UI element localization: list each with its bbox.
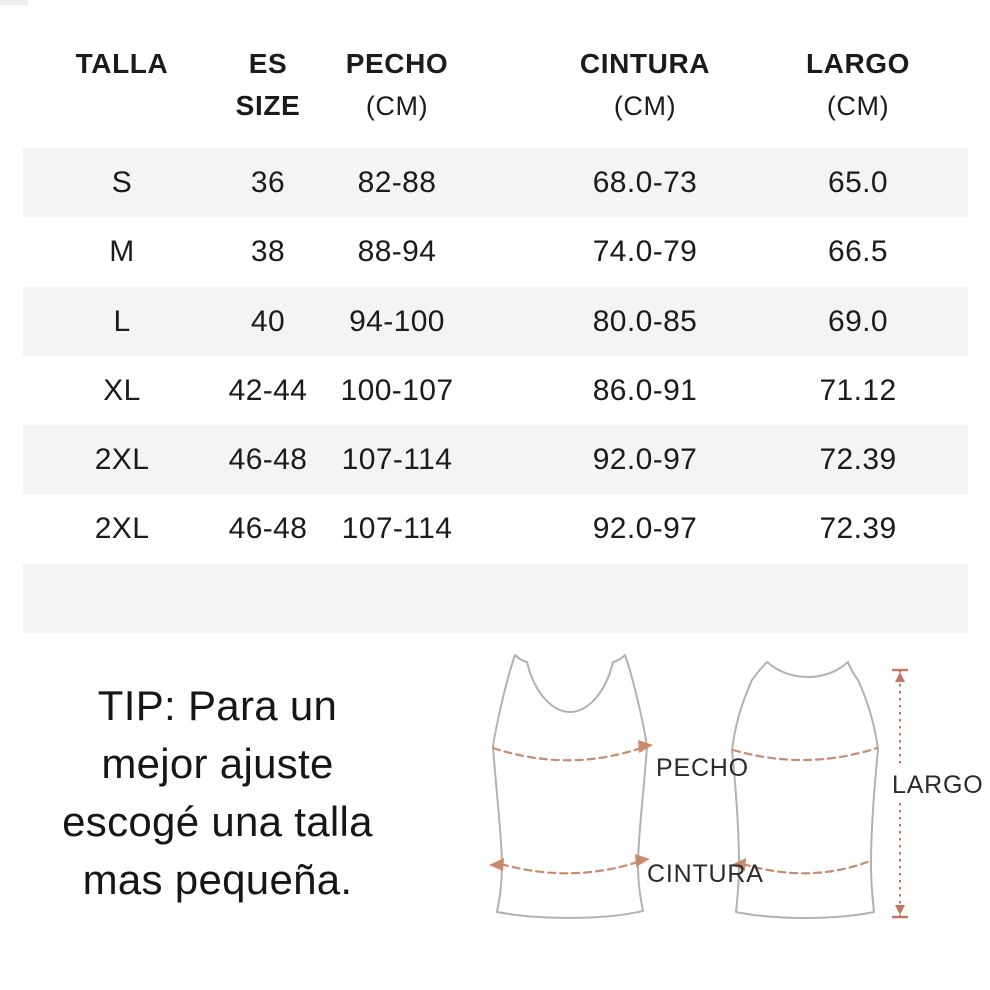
- cell-cintura: 86.0-91: [592, 373, 698, 407]
- cell-cintura: 74.0-79: [592, 235, 698, 269]
- cell-es-size: 42-44: [228, 373, 308, 407]
- column-header-pecho: PECHO (CM): [307, 34, 487, 148]
- cell-es-size: 38: [250, 235, 286, 269]
- cell-largo: 66.5: [828, 235, 888, 269]
- cell-largo: 69.0: [828, 304, 888, 338]
- column-header-es-size: ES SIZE: [198, 34, 338, 148]
- chest-measure-line-back: [731, 746, 879, 762]
- chest-arrow-icon: [638, 740, 653, 753]
- cell-es-size: 46-48: [228, 443, 308, 477]
- waist-measure-line-back: [741, 859, 872, 875]
- length-label: LARGO: [892, 771, 984, 799]
- tip-line: escogé una talla: [62, 798, 373, 845]
- chest-label: PECHO: [656, 754, 749, 782]
- cell-talla: S: [111, 166, 133, 199]
- table-row-2xl: 2XL 46-48 107-114 92.0-97 72.39: [23, 425, 968, 495]
- header-line: [42, 84, 202, 128]
- waist-arrow-icon: [731, 858, 746, 871]
- cell-es-size: 36: [250, 166, 286, 199]
- column-header-talla: TALLA: [42, 34, 202, 148]
- cell-largo: 65.0: [828, 166, 888, 199]
- cell-talla: XL: [103, 373, 141, 407]
- tank-front-illustration: [492, 654, 648, 919]
- header-line: (CM): [365, 91, 429, 121]
- header-line: ES: [248, 48, 288, 79]
- header-line: SIZE: [235, 90, 301, 121]
- cell-es-size: 46-48: [228, 512, 308, 546]
- cell-cintura: 68.0-73: [592, 166, 698, 199]
- size-table-body: S 36 82-88 68.0-73 65.0 M 38 88-94 74.0-…: [23, 148, 968, 634]
- cell-pecho: 107-114: [341, 443, 453, 477]
- table-row-l: L 40 94-100 80.0-85 69.0: [23, 286, 968, 356]
- measurement-diagram: PECHO CINTURA LARGO: [489, 654, 984, 919]
- header-line: LARGO: [805, 48, 911, 79]
- cell-cintura: 92.0-97: [592, 443, 698, 477]
- length-label-background: [886, 768, 972, 802]
- cell-talla: 2XL: [94, 512, 150, 546]
- table-row-s: S 36 82-88 68.0-73 65.0: [23, 148, 968, 218]
- cell-cintura: 92.0-97: [592, 512, 698, 546]
- cell-talla: M: [109, 235, 135, 269]
- header-line: TALLA: [75, 48, 169, 79]
- header-line: PECHO: [345, 48, 449, 79]
- table-row-xl: XL 42-44 100-107 86.0-91 71.12: [23, 356, 968, 425]
- cell-talla: 2XL: [94, 443, 150, 477]
- tip-text: TIP: Para un mejor ajuste escogé una tal…: [20, 677, 415, 909]
- waist-arrow-icon: [489, 858, 504, 871]
- tip-line: mejor ajuste: [101, 740, 334, 787]
- cell-pecho: 82-88: [357, 166, 437, 199]
- header-line: (CM): [613, 91, 677, 121]
- cell-es-size: 40: [250, 304, 286, 338]
- header-line: CINTURA: [579, 48, 711, 79]
- top-edge-artifact: [0, 0, 28, 5]
- length-arrow-icon: [895, 905, 905, 915]
- cell-largo: 72.39: [819, 443, 897, 477]
- header-line: (CM): [826, 91, 890, 121]
- cell-pecho: 88-94: [357, 235, 437, 269]
- length-arrow-icon: [895, 672, 905, 682]
- column-header-largo: LARGO (CM): [758, 34, 958, 148]
- table-row-empty: [23, 563, 968, 634]
- cell-largo: 72.39: [819, 512, 897, 546]
- cell-pecho: 100-107: [340, 373, 454, 407]
- cell-talla: L: [113, 304, 131, 338]
- tip-line: TIP: Para un: [97, 682, 338, 729]
- cell-largo: 71.12: [819, 373, 897, 407]
- waist-measure-line-front: [499, 859, 643, 875]
- waist-arrow-icon: [635, 854, 650, 867]
- cell-cintura: 80.0-85: [592, 304, 698, 338]
- tip-line: mas pequeña.: [82, 856, 353, 903]
- cell-pecho: 94-100: [349, 304, 445, 338]
- column-header-cintura: CINTURA (CM): [535, 34, 755, 148]
- table-row-m: M 38 88-94 74.0-79 66.5: [23, 217, 968, 286]
- size-table-header: TALLA ES SIZE PECHO (CM) CINTURA (CM) LA…: [23, 34, 968, 148]
- size-table: TALLA ES SIZE PECHO (CM) CINTURA (CM) LA…: [23, 34, 968, 634]
- chest-measure-line-front: [491, 745, 646, 762]
- cell-pecho: 107-114: [341, 512, 453, 546]
- table-row-2xl-duplicate: 2XL 46-48 107-114 92.0-97 72.39: [23, 494, 968, 563]
- waist-label: CINTURA: [647, 860, 764, 888]
